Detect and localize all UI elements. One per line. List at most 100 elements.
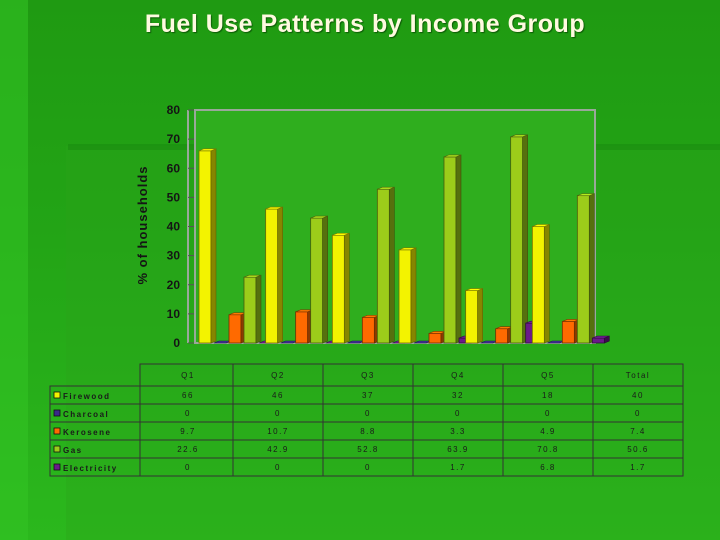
y-tick-label: 80 [167, 103, 181, 117]
legend-swatch-firewood [53, 391, 61, 399]
table-cell: 3.3 [450, 427, 466, 436]
bar-top [243, 274, 262, 278]
bar-top [443, 154, 462, 158]
legend-label-firewood: Firewood [63, 392, 111, 401]
y-tick-label: 50 [167, 190, 181, 204]
table-header-cell: Q5 [541, 371, 555, 380]
bar-top [265, 206, 283, 210]
y-tick-label: 0 [173, 336, 180, 350]
bar-firewood-q3 [331, 234, 345, 344]
bar-top [377, 186, 395, 190]
bar-electricity-total [591, 337, 605, 344]
table-header-cell: Q2 [271, 371, 285, 380]
table-cell: 66 [182, 391, 194, 400]
bar-firewood-q1 [198, 150, 212, 344]
bar-kerosene-q5 [495, 328, 509, 344]
plot-wall [194, 109, 596, 344]
bar-gas-q1 [243, 276, 257, 344]
table-cell: 0 [365, 463, 371, 472]
table-cell: 63.9 [447, 445, 469, 454]
bar-side [277, 206, 283, 344]
bar-side [344, 232, 350, 344]
table-header-cell: Total [626, 371, 650, 380]
table-cell: 0 [275, 409, 281, 418]
table-cell: 6.8 [540, 463, 556, 472]
bar-top [310, 215, 328, 219]
table-cell: 42.9 [267, 445, 289, 454]
bar-firewood-total [531, 226, 545, 344]
table-cell: 4.9 [540, 427, 556, 436]
bar-side [455, 154, 462, 344]
bar-kerosene-total [561, 321, 575, 344]
bar-side [410, 247, 417, 344]
plot-area [194, 109, 610, 344]
table-cell: 18 [542, 391, 554, 400]
bar-side [522, 134, 528, 344]
bar-gas-q2 [310, 217, 324, 344]
table-cell: 0 [275, 463, 281, 472]
bar-side [389, 186, 395, 344]
bar-top [510, 134, 528, 138]
table-cell: 37 [362, 391, 374, 400]
bar-top [332, 232, 350, 236]
y-tick-label: 10 [167, 307, 181, 321]
table-cell: 7.4 [630, 427, 646, 436]
bar-firewood-q5 [465, 290, 479, 344]
table-cell: 22.6 [177, 445, 199, 454]
background-band-vertical [0, 0, 28, 540]
y-axis-label: % of households [135, 166, 150, 285]
y-tick-label: 30 [167, 249, 181, 263]
bar-firewood-q2 [265, 208, 279, 344]
bar-top [532, 224, 550, 227]
legend-swatch-gas [53, 445, 61, 453]
table-cell: 1.7 [450, 463, 466, 472]
bar-kerosene-q1 [228, 314, 242, 344]
table-cell: 40 [632, 391, 644, 400]
table-cell: 0 [185, 409, 191, 418]
legend-label-charcoal: Charcoal [63, 410, 109, 419]
bar-top [577, 193, 595, 196]
table-body-border [49, 385, 684, 477]
bar-side [210, 148, 217, 344]
slide-title: Fuel Use Patterns by Income Group [144, 10, 586, 38]
legend-swatch-charcoal [53, 409, 61, 417]
table-cell: 50.6 [627, 445, 649, 454]
table-cell: 8.8 [360, 427, 376, 436]
table-header-cell: Q4 [451, 371, 465, 380]
table-cell: 52.8 [357, 445, 379, 454]
table-cell: 9.7 [180, 427, 196, 436]
table-cell: 46 [272, 391, 284, 400]
table-cell: 0 [365, 409, 371, 418]
bar-top [592, 335, 610, 339]
bar-side [322, 215, 328, 344]
table-cell: 32 [452, 391, 464, 400]
y-tick-label: 20 [167, 278, 181, 292]
bar-top [198, 148, 217, 152]
bar-top [398, 247, 417, 251]
bar-firewood-q4 [398, 249, 412, 344]
table-cell: 10.7 [267, 427, 289, 436]
table-cell: 0 [455, 409, 461, 418]
bar-top [465, 288, 483, 291]
table-cell: 0 [635, 409, 641, 418]
bar-side [544, 224, 550, 344]
table-cell: 70.8 [537, 445, 559, 454]
table-header-border [139, 363, 684, 387]
legend-swatch-kerosene [53, 427, 61, 435]
bar-kerosene-q3 [361, 316, 375, 344]
bar-side [477, 288, 483, 344]
table-cell: 1.7 [630, 463, 646, 472]
bar-gas-total [576, 195, 590, 344]
bar-gas-q5 [510, 136, 524, 344]
y-axis: 0 10 20 30 40 50 60 70 80 [167, 103, 194, 350]
bar-side [255, 274, 262, 344]
legend-label-gas: Gas [63, 446, 83, 455]
bar-gas-q4 [443, 156, 457, 344]
table-header-cell: Q1 [181, 371, 195, 380]
legend-swatch-electricity [53, 463, 61, 471]
legend-label-electricity: Electricity [63, 464, 118, 473]
bar-side [589, 193, 595, 344]
table-cell: 0 [185, 463, 191, 472]
y-tick-label: 60 [167, 161, 181, 175]
